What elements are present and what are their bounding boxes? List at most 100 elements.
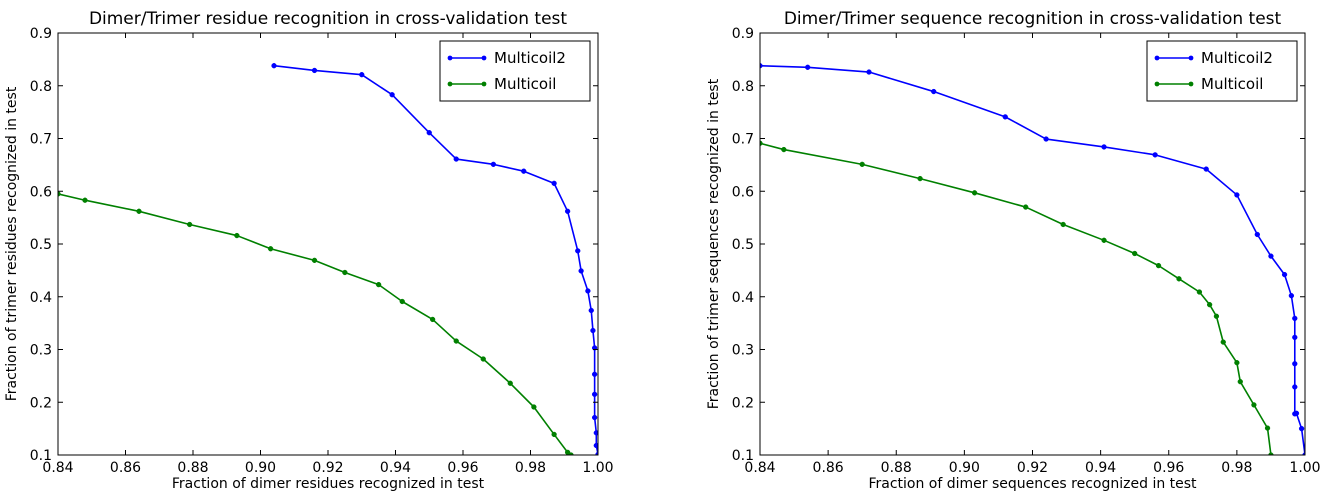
x-tick-label: 0.86 (110, 460, 141, 476)
x-axis-label: Fraction of dimer residues recognized in… (172, 476, 485, 492)
data-point (760, 140, 763, 146)
x-tick-label: 0.88 (881, 460, 912, 476)
data-point (1152, 152, 1158, 158)
data-point (82, 197, 88, 203)
data-point (490, 161, 497, 167)
data-point (1268, 253, 1274, 259)
data-point (389, 92, 395, 98)
data-point (507, 380, 513, 386)
data-point (1251, 402, 1257, 408)
x-tick-label: 0.98 (515, 460, 546, 476)
y-tick-label: 0.7 (732, 132, 754, 148)
y-tick-label: 0.6 (732, 184, 754, 200)
data-point (760, 63, 763, 69)
data-point (1155, 262, 1162, 269)
data-point (591, 371, 598, 377)
data-point (564, 208, 571, 214)
x-tick-label: 0.94 (1085, 460, 1116, 476)
y-tick-label: 0.1 (30, 448, 52, 464)
y-tick-label: 0.2 (30, 395, 52, 411)
series-line (58, 193, 572, 455)
data-point (1268, 452, 1274, 455)
y-axis-label: Fraction of trimer sequences recognized … (706, 78, 722, 409)
series-line (760, 64, 1305, 455)
data-point (931, 88, 937, 95)
legend: Multicoil2 Multicoil (1146, 40, 1298, 102)
data-point (342, 269, 348, 276)
data-point (1288, 293, 1295, 299)
data-point (1298, 425, 1305, 432)
y-tick-label: 0.3 (30, 343, 52, 359)
data-point (1206, 302, 1213, 308)
data-point (271, 63, 277, 69)
series-multicoil2 (760, 63, 1305, 455)
data-point (1101, 237, 1107, 243)
series-multicoil (760, 140, 1274, 455)
x-axis-label: Fraction of dimer sequences recognized i… (868, 476, 1197, 492)
y-tick-label: 0.8 (30, 79, 52, 95)
y-tick-label: 0.9 (732, 26, 754, 42)
data-point (186, 221, 193, 228)
data-point (575, 248, 581, 254)
chart-title: Dimer/Trimer sequence recognition in cro… (784, 9, 1282, 29)
data-point (1292, 315, 1298, 322)
data-point (591, 391, 598, 397)
data-point (1176, 276, 1182, 282)
legend-box (439, 40, 591, 102)
data-point (859, 161, 865, 167)
data-point (136, 208, 142, 214)
y-tick-label: 0.9 (30, 26, 52, 42)
y-tick-label: 0.5 (732, 237, 754, 253)
data-point (453, 156, 459, 162)
data-point (58, 191, 61, 197)
data-point (521, 168, 527, 174)
legend-marker (481, 55, 487, 61)
series-line (760, 142, 1272, 455)
data-point (1292, 334, 1298, 341)
data-point (1023, 204, 1029, 210)
series-multicoil (58, 191, 574, 455)
x-tick-label: 0.84 (42, 460, 73, 476)
data-point (1060, 221, 1066, 228)
x-tick-label: 0.90 (245, 460, 276, 476)
y-tick-label: 0.3 (732, 343, 754, 359)
plot-area (760, 63, 1305, 455)
data-point (578, 268, 584, 274)
data-point (588, 307, 594, 314)
plot-area (58, 63, 598, 455)
legend-label: Multicoil2 (494, 49, 566, 67)
y-tick-label: 0.1 (732, 448, 754, 464)
data-point (971, 190, 978, 196)
data-point (311, 257, 318, 264)
data-point (781, 146, 787, 153)
x-tick-label: 0.98 (1221, 460, 1252, 476)
data-point (429, 316, 436, 323)
data-point (585, 288, 591, 294)
series-line (273, 64, 598, 455)
data-point (1234, 192, 1240, 198)
data-point (551, 180, 557, 186)
chart-title: Dimer/Trimer residue recognition in cros… (89, 9, 567, 29)
data-point (480, 356, 486, 362)
x-tick-label: 1.00 (582, 460, 613, 476)
legend-marker (481, 81, 487, 87)
data-point (805, 64, 811, 70)
data-point (1281, 271, 1288, 278)
x-tick-label: 0.88 (177, 460, 208, 476)
x-tick-label: 1.00 (1289, 460, 1320, 476)
data-point (1293, 410, 1300, 416)
data-point (267, 246, 274, 252)
data-point (593, 442, 598, 449)
legend-marker (1188, 55, 1194, 61)
data-point (551, 431, 557, 438)
x-tick-label: 0.86 (813, 460, 844, 476)
x-tick-label: 0.90 (949, 460, 980, 476)
data-point (1043, 136, 1049, 142)
data-point (311, 67, 318, 74)
data-point (568, 452, 574, 455)
data-point (866, 69, 872, 75)
chart-panel-1: Dimer/Trimer residue recognition in cros… (4, 9, 614, 492)
y-tick-label: 0.6 (30, 184, 52, 200)
data-point (453, 338, 459, 344)
y-tick-label: 0.4 (732, 290, 754, 306)
